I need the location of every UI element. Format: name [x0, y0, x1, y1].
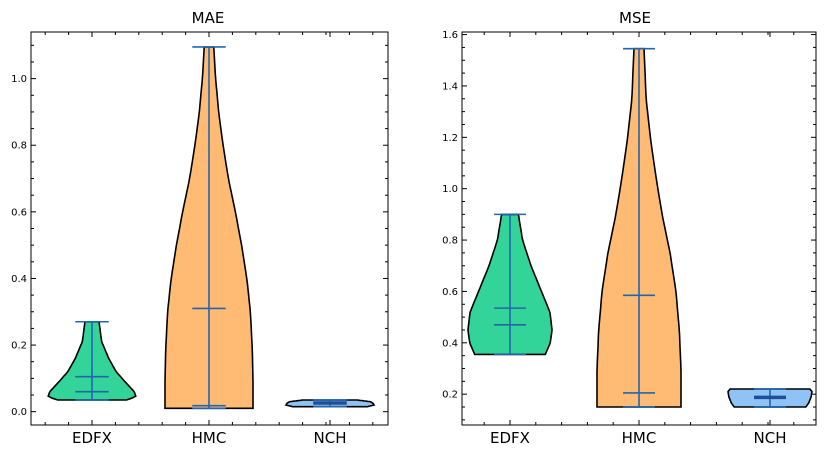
- mse-ytick-label: 0.6: [442, 287, 458, 298]
- mae-violin-edfx: [47, 320, 137, 401]
- mse-title: MSE: [619, 9, 651, 27]
- mse-ytick-label: 1.6: [442, 30, 458, 41]
- panel-mse: MSE 0.2 0.4 0.6 0.8 1.0 1.2 1.4 1.6 EDFX HMC NCH: [442, 9, 817, 447]
- mae-ytick-label: 0.2: [11, 341, 27, 352]
- mae-xtick-label-hmc: HMC: [192, 429, 227, 447]
- mae-ytick-label: 0.8: [11, 141, 27, 152]
- mse-violin-edfx: [467, 213, 553, 356]
- mse-y-axis: 0.2 0.4 0.6 0.8 1.0 1.2 1.4 1.6: [442, 30, 816, 421]
- mse-ytick-label: 0.2: [442, 390, 458, 401]
- mae-xtick-label-nch: NCH: [314, 429, 347, 447]
- mse-violin-nch: [727, 388, 813, 408]
- mae-ytick-label: 1.0: [11, 74, 27, 85]
- mse-ytick-label: 1.4: [442, 81, 458, 92]
- panel-mae: MAE 0.0 0.2 0.4 0.6 0.8 1.0 EDFX HMC NCH: [11, 9, 389, 447]
- mse-plot-area: [467, 47, 813, 408]
- mae-violin-nch: [284, 399, 376, 408]
- mse-ytick-label: 1.0: [442, 184, 458, 195]
- mse-xtick-label-nch: NCH: [754, 429, 787, 447]
- mae-plot-area: [47, 46, 376, 410]
- mae-xtick-label-edfx: EDFX: [72, 429, 112, 447]
- mae-ytick-label: 0.4: [11, 274, 27, 285]
- mae-ytick-label: 0.0: [11, 407, 27, 418]
- mae-title: MAE: [192, 9, 225, 27]
- mae-violin-hmc: [164, 46, 254, 410]
- mae-y-axis: 0.0 0.2 0.4 0.6 0.8 1.0: [11, 44, 388, 418]
- mse-xtick-label-hmc: HMC: [622, 429, 657, 447]
- mae-x-axis: EDFX HMC NCH: [44, 32, 374, 447]
- mse-violin-hmc: [596, 47, 682, 408]
- mse-ytick-label: 1.2: [442, 133, 458, 144]
- mae-ytick-label: 0.6: [11, 207, 27, 218]
- mse-ytick-label: 0.8: [442, 236, 458, 247]
- mse-ytick-label: 0.4: [442, 338, 458, 349]
- mse-x-axis: EDFX HMC NCH: [483, 32, 795, 447]
- mse-xtick-label-edfx: EDFX: [490, 429, 530, 447]
